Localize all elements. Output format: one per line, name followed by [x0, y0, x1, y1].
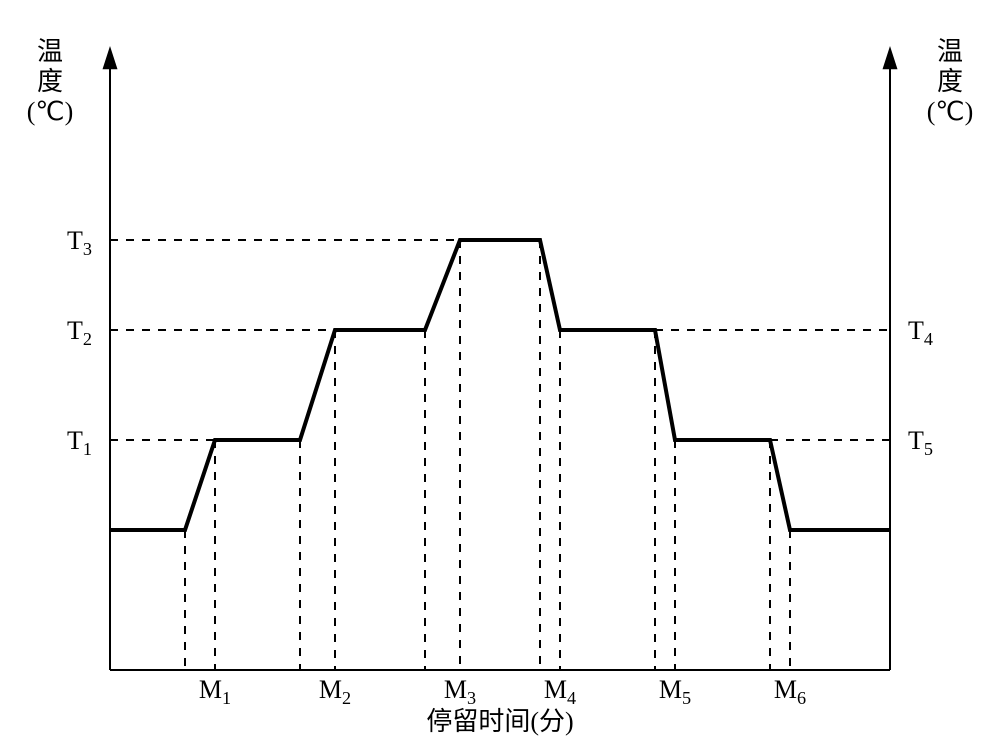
x-axis-title: 停留时间(分) — [426, 707, 573, 736]
arrowhead-up-icon — [103, 46, 118, 69]
left-tick-label: T3 — [67, 226, 92, 259]
x-tick-label: M6 — [774, 675, 806, 708]
x-tick-label: M4 — [544, 675, 576, 708]
x-tick-label: M1 — [199, 675, 231, 708]
right-axis-title: 温度(℃) — [927, 37, 974, 126]
left-tick-label: T1 — [67, 426, 92, 459]
arrowhead-up-icon — [883, 46, 898, 69]
right-tick-label: T4 — [908, 316, 933, 349]
x-tick-label: M3 — [444, 675, 476, 708]
left-tick-label: T2 — [67, 316, 92, 349]
chart-svg: 温度(℃) 温度(℃) T1 T2 T3 T4 T5 M1 M2 M3 M4 M5 M6 停留时间(分) — [0, 0, 1000, 740]
x-tick-label: M2 — [319, 675, 351, 708]
temperature-profile-line — [110, 240, 890, 530]
right-tick-label: T5 — [908, 426, 933, 459]
x-tick-label: M5 — [659, 675, 691, 708]
temperature-profile-chart: 温度(℃) 温度(℃) T1 T2 T3 T4 T5 M1 M2 M3 M4 M5 M6 停留时间(分) — [0, 0, 1000, 740]
left-axis-title: 温度(℃) — [27, 37, 74, 126]
